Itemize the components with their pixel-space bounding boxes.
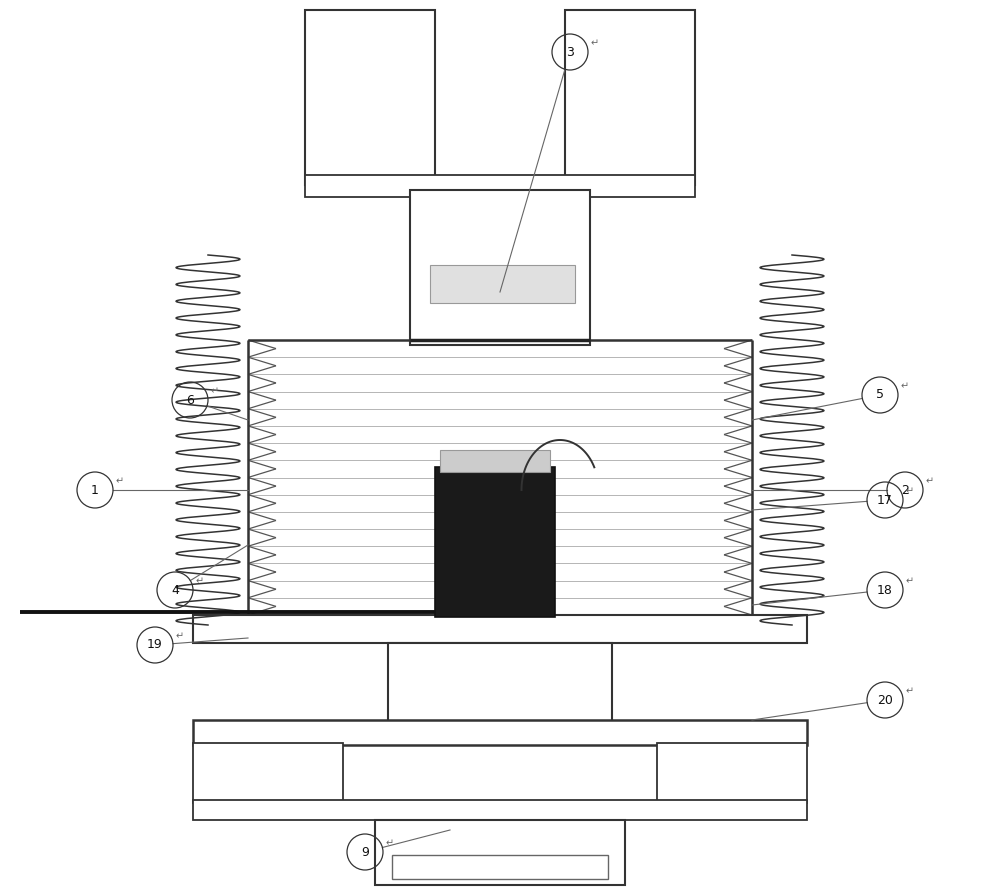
- Bar: [430, 265, 575, 303]
- Text: 2: 2: [901, 484, 909, 496]
- Bar: [435, 467, 555, 617]
- Bar: [193, 615, 807, 643]
- Text: 1: 1: [91, 484, 99, 496]
- Bar: [193, 720, 807, 745]
- Bar: [193, 800, 807, 820]
- Text: ↵: ↵: [211, 386, 219, 396]
- Text: ↵: ↵: [906, 486, 914, 496]
- Bar: [388, 643, 612, 723]
- Text: ↵: ↵: [176, 631, 184, 641]
- Text: ↵: ↵: [196, 576, 204, 586]
- Text: ↵: ↵: [386, 838, 394, 848]
- Text: 17: 17: [877, 493, 893, 507]
- Bar: [657, 743, 807, 803]
- Text: ↵: ↵: [906, 576, 914, 586]
- Text: 19: 19: [147, 638, 163, 652]
- Bar: [440, 450, 550, 472]
- Bar: [305, 175, 695, 197]
- Text: 6: 6: [186, 393, 194, 407]
- Text: 5: 5: [876, 389, 884, 401]
- Text: 9: 9: [361, 846, 369, 858]
- Bar: [565, 10, 695, 185]
- Text: ↵: ↵: [901, 381, 909, 391]
- Text: 3: 3: [566, 46, 574, 58]
- Text: 4: 4: [171, 584, 179, 596]
- Bar: [410, 190, 590, 345]
- Text: ↵: ↵: [906, 686, 914, 696]
- Text: ↵: ↵: [926, 476, 934, 486]
- Text: 20: 20: [877, 694, 893, 706]
- Bar: [193, 743, 343, 803]
- Text: 18: 18: [877, 584, 893, 596]
- Bar: [392, 855, 608, 879]
- Text: ↵: ↵: [116, 476, 124, 486]
- Text: ↵: ↵: [591, 38, 599, 48]
- Bar: [375, 820, 625, 885]
- Bar: [305, 10, 435, 185]
